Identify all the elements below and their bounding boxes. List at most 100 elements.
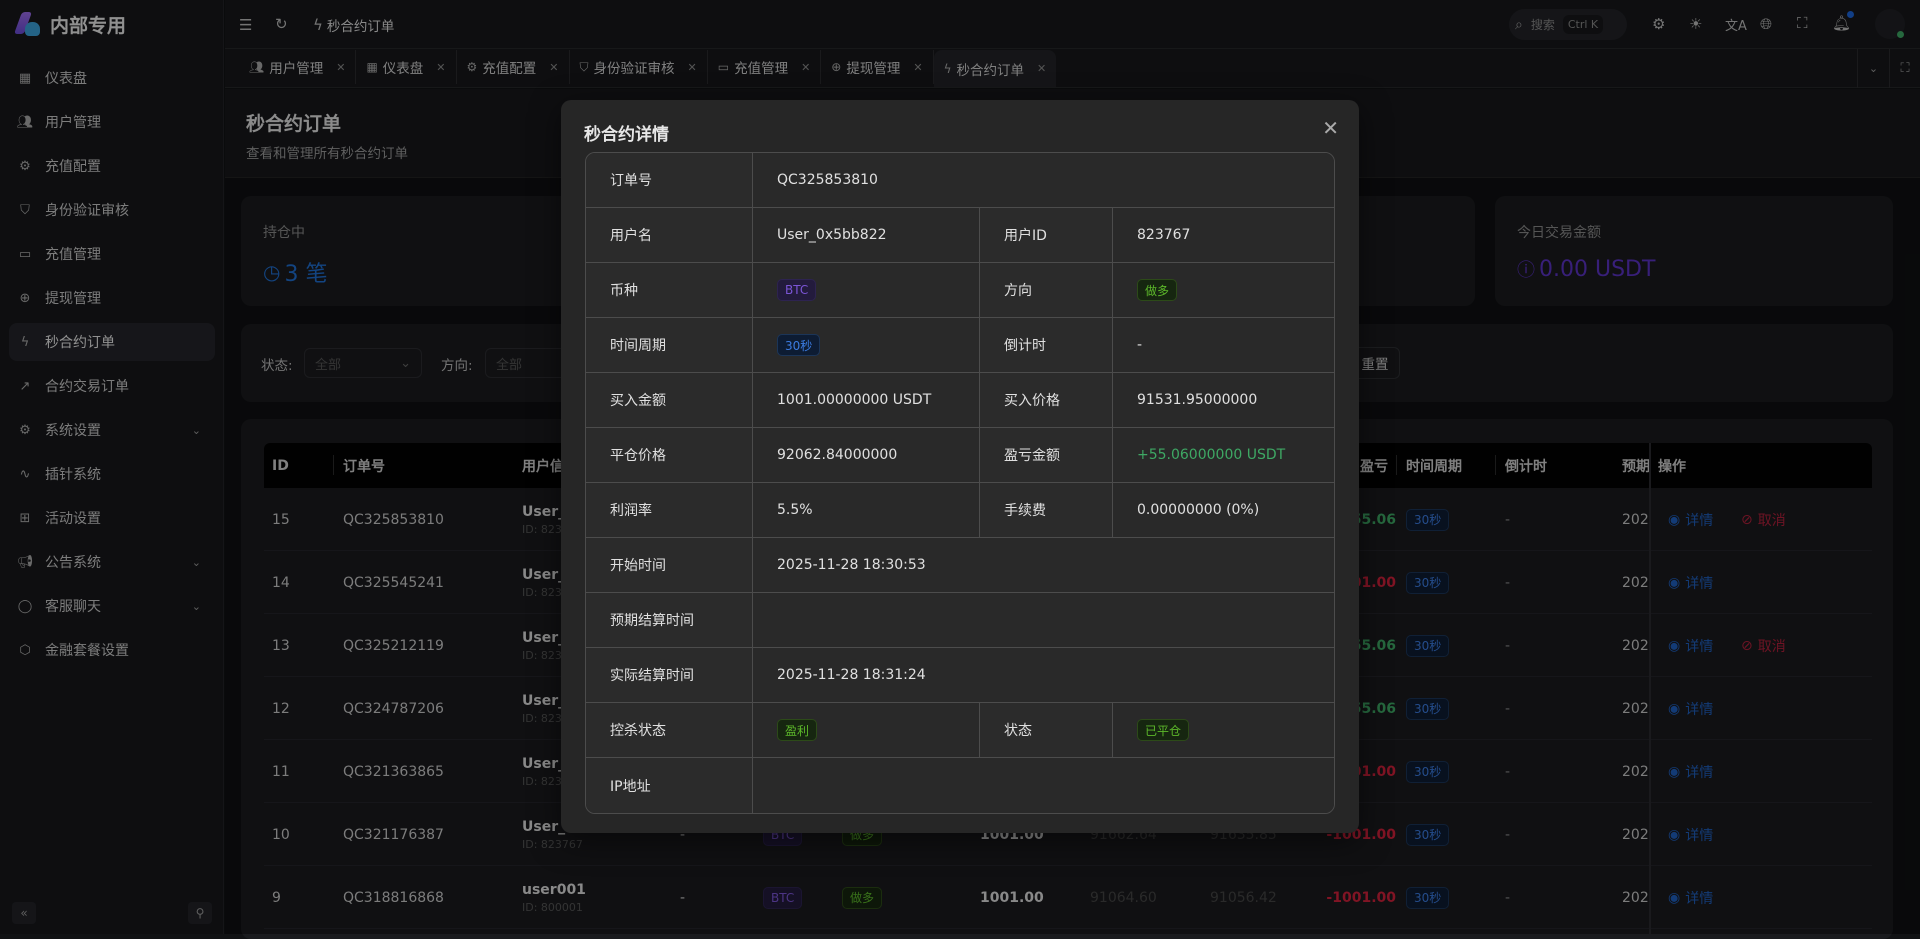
close-tab-icon[interactable]: ✕ — [1037, 62, 1047, 75]
sidebar-item[interactable]: ▭ 充值管理 — [9, 235, 215, 273]
user-id: ID: 823 — [522, 774, 561, 788]
cancel-button[interactable]: ⊘ 取消 — [1741, 637, 1786, 655]
tabs-dropdown-button[interactable]: ⌄ — [1857, 49, 1889, 88]
refresh-icon[interactable]: ↻ — [275, 15, 288, 33]
collapse-sidebar-button[interactable]: « — [12, 902, 36, 924]
user-name: User_0 — [522, 629, 561, 646]
cell-user: User_0 ID: 823 — [522, 677, 561, 740]
header-id: ID — [272, 457, 289, 474]
detail-button[interactable]: ◉ 详情 — [1668, 511, 1714, 529]
sidebar-item[interactable]: ⊕ 提现管理 — [9, 279, 215, 317]
user-name: user001 — [522, 881, 586, 898]
close-tab-icon[interactable]: ✕ — [549, 60, 559, 74]
close-tab-icon[interactable]: ✕ — [913, 60, 923, 74]
sidebar-item[interactable]: ↗ 合约交易订单 — [9, 367, 215, 405]
fee-value: 0.00000000 (0%) — [1137, 502, 1260, 518]
profit-rate-value: 5.5% — [777, 502, 813, 518]
status-filter-label: 状态: — [261, 358, 293, 374]
countdown-value: - — [1137, 337, 1143, 353]
dashboard-icon: ▦ — [18, 70, 32, 86]
lightning-icon: ϟ — [313, 16, 323, 34]
wallet-icon: ▭ — [18, 246, 32, 262]
megaphone-icon: 📢︎ — [16, 554, 34, 570]
sidebar-item[interactable]: ∿ 插针系统 — [9, 455, 215, 493]
sidebar-item[interactable]: ϟ 秒合约订单 — [9, 323, 215, 361]
period-badge: 30秒 — [777, 334, 821, 356]
eye-icon: ◉ — [1668, 700, 1681, 717]
sidebar-item[interactable]: ⊞ 活动设置 — [9, 499, 215, 537]
sidebar-item-label: 秒合约订单 — [45, 335, 115, 351]
timezone-globe-icon[interactable]: 🌐︎ — [1760, 15, 1773, 33]
gift-icon: ⊞ — [19, 510, 31, 526]
detail-row: 开始时间 2025-11-28 18:30:53 — [586, 538, 1334, 593]
period-badge: 30秒 — [1406, 760, 1450, 783]
detail-label: 时间周期 — [586, 318, 752, 372]
sidebar-item[interactable]: ⚙ 充值配置 — [9, 147, 215, 185]
detail-button[interactable]: ◉ 详情 — [1668, 763, 1714, 781]
cancel-button[interactable]: ⊘ 取消 — [1741, 511, 1786, 529]
translate-icon[interactable]: 文A — [1725, 19, 1747, 34]
stat-label: 持仓中 — [263, 225, 305, 241]
tab[interactable]: ▦ 仪表盘 ✕ — [356, 50, 457, 84]
close-icon[interactable]: ✕ — [1322, 116, 1339, 140]
sidebar-item[interactable]: ⚙ 系统设置 ⌄ — [9, 411, 215, 449]
detail-label: 控杀状态 — [586, 703, 752, 757]
tab[interactable]: ▭ 充值管理 ✕ — [708, 50, 822, 84]
breadcrumb-item[interactable]: 秒合约订单 — [326, 19, 395, 35]
tab[interactable]: ⚙ 充值配置 ✕ — [457, 50, 570, 84]
pin-sidebar-button[interactable]: ⚲ — [188, 902, 212, 924]
close-tab-icon[interactable]: ✕ — [687, 60, 697, 74]
detail-button[interactable]: ◉ 详情 — [1668, 826, 1714, 844]
detail-button[interactable]: ◉ 详情 — [1668, 889, 1714, 907]
sidebar-item[interactable]: ◯ 客服聊天 ⌄ — [9, 587, 215, 625]
user-name: User_0 — [522, 566, 561, 583]
sidebar-item[interactable]: ▦ 仪表盘 — [9, 59, 215, 97]
order-no-value: QC325853810 — [777, 172, 878, 188]
status-select[interactable]: 全部 ⌄ — [304, 348, 422, 378]
close-tab-icon[interactable]: ✕ — [436, 60, 446, 74]
sun-icon[interactable]: ☀ — [1689, 15, 1703, 33]
sidebar-item[interactable]: ⛉ 身份验证审核 — [9, 191, 215, 229]
tab-label: 仪表盘 — [382, 61, 424, 77]
menu-fold-icon[interactable]: ☰ — [239, 16, 253, 34]
tab[interactable]: ⊕ 提现管理 ✕ — [821, 50, 934, 84]
search-button[interactable]: ⌕ 搜索 Ctrl K — [1509, 9, 1627, 40]
gear-icon: ⚙ — [466, 60, 478, 74]
detail-label: IP地址 — [586, 758, 752, 813]
cell-user: user001 ID: 800001 — [522, 866, 652, 929]
dashboard-icon: ▦ — [366, 60, 378, 74]
detail-label: 订单号 — [586, 153, 752, 207]
detail-row: 用户名 User_0x5bb822 用户ID 823767 — [586, 208, 1334, 263]
logo[interactable]: 内部专用 — [13, 10, 126, 38]
direction-badge: 做多 — [1137, 279, 1178, 301]
fullscreen-icon[interactable]: ⛶ — [1797, 14, 1808, 32]
bell-icon[interactable]: 🔔︎ — [1832, 14, 1852, 32]
cell-id: 11 — [272, 763, 290, 780]
sidebar-item[interactable]: ⬡ 金融套餐设置 — [9, 631, 215, 669]
detail-button[interactable]: ◉ 详情 — [1668, 637, 1714, 655]
trend-icon: ↗ — [19, 378, 31, 394]
detail-button[interactable]: ◉ 详情 — [1668, 700, 1714, 718]
page-title: 秒合约订单 — [246, 113, 342, 135]
sidebar-item[interactable]: 👥︎ 用户管理 — [9, 103, 215, 141]
sidebar-item[interactable]: 📢︎ 公告系统 ⌄ — [9, 543, 215, 581]
eye-icon: ◉ — [1668, 826, 1681, 843]
settings-icon[interactable]: ⚙ — [1652, 15, 1666, 33]
maximize-content-button[interactable]: ⛶ — [1889, 49, 1920, 88]
tab[interactable]: 👥︎ 用户管理 ✕ — [239, 50, 357, 84]
close-tab-icon[interactable]: ✕ — [336, 60, 346, 74]
detail-button[interactable]: ◉ 详情 — [1668, 574, 1714, 592]
tab-bar: 👥︎ 用户管理 ✕ ▦ 仪表盘 ✕ ⚙ 充值配置 ✕ ⛉ 身份验证审核 ✕ ▭ 充值管理 ✕ ⊕ 提现管理 ✕ ϟ 秒… — [225, 49, 1920, 88]
tab[interactable]: ⛉ 身份验证审核 ✕ — [570, 50, 708, 84]
cell-countdown: - — [1505, 637, 1511, 654]
status-badge: 已平仓 — [1137, 719, 1190, 741]
detail-label: 利润率 — [586, 483, 752, 537]
notification-dot — [1847, 11, 1854, 18]
chat-icon: ◯ — [17, 598, 33, 614]
tab[interactable]: ϟ 秒合约订单 ✕ — [933, 50, 1057, 87]
stat-value: ⓘ 0.00 USDT — [1517, 256, 1656, 282]
tab-label: 秒合约订单 — [956, 62, 1025, 79]
control-status-badge: 盈利 — [777, 719, 818, 741]
close-tab-icon[interactable]: ✕ — [801, 60, 811, 74]
cell-countdown: - — [1505, 511, 1511, 528]
